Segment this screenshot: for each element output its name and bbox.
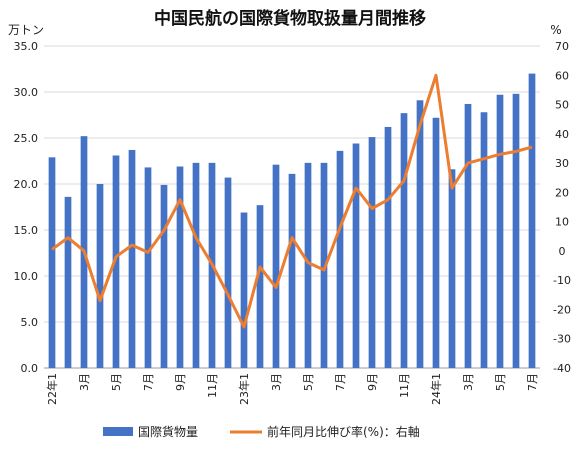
left-axis-ticks: 0.0 5.0 10.0 15.0 20.0 25.0 30.0 35.0 [14, 40, 39, 375]
x-tick-label: 7月 [334, 373, 347, 391]
bar [512, 93, 520, 368]
bar [224, 177, 232, 368]
bar [352, 143, 360, 368]
bar [368, 137, 376, 368]
x-tick-label: 11月 [206, 373, 219, 398]
y-right-tick-label: -20 [553, 303, 571, 316]
x-tick-label: 22年1 [45, 373, 59, 405]
y-left-tick-label: 10.0 [14, 270, 39, 283]
bar [432, 117, 440, 368]
bar [464, 103, 472, 369]
x-tick-label: 9月 [174, 373, 187, 391]
bar [400, 113, 408, 368]
x-tick-label: 5月 [302, 373, 315, 391]
bar [288, 173, 296, 368]
y-right-tick-label: 70 [555, 40, 569, 53]
x-tick-label: 24年1 [429, 373, 443, 405]
bar [96, 184, 104, 368]
bar [272, 164, 280, 368]
bar [176, 166, 184, 368]
bar [64, 196, 72, 368]
chart-title: 中国民航の国際貨物取扱量月間推移 [154, 8, 426, 29]
bar [336, 150, 344, 368]
y-right-tick-label: 0 [559, 245, 566, 258]
y-right-tick-label: -10 [553, 274, 571, 287]
line-series [51, 73, 533, 329]
bar [240, 212, 248, 368]
y-right-tick-label: 50 [555, 99, 569, 112]
bar-series [48, 73, 536, 369]
legend-bar-label: 国際貨物量 [138, 424, 198, 439]
bar [480, 112, 488, 369]
y-right-tick-label: 20 [555, 186, 569, 199]
bar [528, 73, 536, 368]
bar [384, 126, 392, 369]
bar [48, 157, 56, 368]
bar [448, 169, 456, 368]
y-left-tick-label: 30.0 [14, 86, 39, 99]
bar [144, 167, 152, 368]
bar [416, 100, 424, 368]
y-left-tick-label: 0.0 [21, 362, 39, 375]
y-right-tick-label: 10 [555, 216, 569, 229]
y-right-tick-label: -30 [553, 333, 571, 346]
legend-bar-swatch [103, 427, 133, 436]
right-axis-ticks: -40 -30 -20 -10 0 10 20 30 40 50 60 70 [553, 40, 571, 375]
x-tick-label: 9月 [366, 373, 379, 391]
y-right-tick-label: 60 [555, 69, 569, 82]
bar [320, 162, 328, 368]
x-tick-label: 5月 [110, 373, 123, 391]
y-left-tick-label: 25.0 [14, 132, 39, 145]
x-tick-label: 7月 [526, 373, 539, 391]
y-left-tick-label: 20.0 [14, 178, 39, 191]
x-tick-label: 3月 [78, 373, 91, 391]
x-tick-label: 3月 [270, 373, 283, 391]
bar [256, 205, 264, 368]
y-left-tick-label: 5.0 [21, 316, 39, 329]
legend: 国際貨物量 前年同月比伸び率(%)：右軸 [103, 424, 420, 439]
y-right-tick-label: -40 [553, 362, 571, 375]
bar [192, 162, 200, 368]
growth-line [51, 73, 533, 329]
y-left-tick-label: 35.0 [14, 40, 39, 53]
y-left-tick-label: 15.0 [14, 224, 39, 237]
left-axis-unit: 万トン [8, 23, 44, 37]
x-axis-ticks: 22年1 3月 5月 7月 9月 11月 23年1 3月 5月 7月 9月 11月 24年1 3月 5月 7月 [45, 373, 539, 405]
bar [128, 149, 136, 368]
bar [496, 94, 504, 368]
bar [304, 162, 312, 368]
x-tick-label: 11月 [398, 373, 411, 398]
x-tick-label: 3月 [462, 373, 475, 391]
legend-line-label: 前年同月比伸び率(%)：右軸 [267, 424, 420, 439]
x-tick-label: 5月 [494, 373, 507, 391]
bar [112, 155, 120, 368]
x-tick-label: 7月 [142, 373, 155, 391]
bar [160, 184, 168, 368]
y-right-tick-label: 30 [555, 157, 569, 170]
x-tick-label: 23年1 [237, 373, 251, 405]
right-axis-unit: % [550, 23, 561, 37]
y-right-tick-label: 40 [555, 128, 569, 141]
